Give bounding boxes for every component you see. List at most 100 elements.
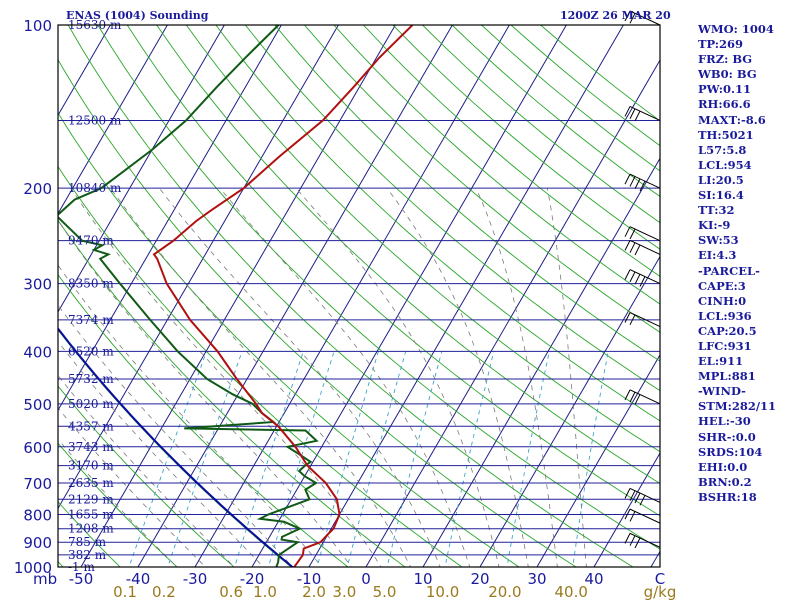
isotherm-line [80,25,396,567]
wind-barb-flag [629,535,636,546]
stat-item: L57:5.8 [698,142,747,157]
wind-barb-flag [629,176,636,187]
mixing-ratio-tick-label: 0.2 [152,583,176,600]
height-label: 4357 m [68,419,114,433]
dry-adiabat-line [156,25,660,484]
temperature-tick-label: -20 [240,570,265,588]
dry-adiabat-line [58,219,406,567]
dry-adiabat-line [58,274,349,567]
moist-adiabat-lines [58,187,587,567]
stat-item: KI:-9 [698,218,731,233]
wind-barb-flag [624,508,631,520]
pressure-tick-label: 100 [23,17,52,35]
mixing-ratio-line [316,351,379,567]
wind-barb [624,487,661,506]
temperature-trace [152,25,414,567]
pressure-tick-label: 1000 [14,559,52,577]
dry-adiabat-line [363,25,660,277]
wind-barb [624,532,661,549]
wind-barb-flag [629,511,636,522]
temperature-tick-label: 10 [413,570,432,588]
stat-item: LI:20.5 [698,172,744,187]
wind-barb-flag [629,391,636,403]
wind-barb-flag [624,488,631,499]
wind-barb-flag [639,495,646,506]
moist-adiabat-line [70,187,382,567]
dry-adiabat-line [58,385,235,567]
mixing-ratio-line [444,351,495,567]
dry-adiabat-line [67,25,634,567]
pressure-unit-label: mb [33,570,57,588]
mixing-ratio-unit-label: g/kg [644,583,677,600]
isobar-lines [58,24,660,568]
wind-barb-flag [634,394,641,405]
isotherm-line [0,13,60,579]
stat-item: EHI:0.0 [698,459,748,474]
wind-barb [624,105,661,122]
mixing-ratio-tick-label: 20.0 [488,583,521,600]
corner-unit-label: C [655,570,665,588]
isotherm-line [365,59,660,567]
mixing-ratio-line [234,351,304,567]
wind-barb-flag [624,533,631,544]
wind-barb-flag [639,180,646,192]
height-label: 9470 m [68,234,114,248]
wind-barb [624,173,661,192]
height-label: 10840 m [68,181,122,195]
dry-adiabat-line [126,25,660,517]
wind-barb-staff [629,105,661,121]
isotherm-line [308,25,624,567]
isotherm-line [137,25,453,567]
height-label: 2635 m [68,476,114,490]
moist-adiabat-line [58,264,323,567]
wind-barb-flag [629,314,636,326]
height-label: 382 m [68,548,107,562]
wind-barb-flag [634,492,641,504]
moist-adiabat-line [158,187,441,567]
wind-barb-flag [624,240,631,251]
dry-adiabat-lines [0,25,660,579]
height-label: 7374 m [68,313,114,327]
stat-item: SI:16.4 [698,188,744,203]
stat-item: BRN:0.2 [698,474,752,489]
stat-item: TP:269 [698,37,744,52]
stat-item: SHR-:0.0 [698,429,756,444]
dry-adiabat-line [215,25,660,422]
stat-item: LCL:936 [698,308,752,323]
wind-barb-flag [634,244,641,256]
temperature-tick-label: 40 [584,570,603,588]
wind-barb [624,239,661,256]
pressure-tick-label: 900 [23,534,52,552]
dry-adiabat-line [0,25,16,579]
mixing-ratio-lines [128,351,609,567]
stat-item: MPL:881 [698,369,756,384]
stat-item: MAXT:-8.6 [698,112,766,127]
stat-item: LCL:954 [698,157,752,172]
stat-item: SW:53 [698,233,739,248]
dry-adiabat-line [333,25,660,305]
dry-adiabat-line [58,112,520,567]
wind-barb-flag [629,490,636,501]
temperature-tick-label: -10 [297,570,322,588]
pressure-tick-label: 700 [23,475,52,493]
wind-barb [624,10,661,26]
mixing-ratio-line [506,351,550,567]
height-label: 5020 m [68,397,114,411]
wind-barb-flag [629,271,636,283]
dewpoint-trace [58,25,319,567]
temperature-tick-label: 30 [527,570,546,588]
moist-adiabat-line [58,374,235,567]
mixing-ratio-line [386,351,443,567]
chart-title: ENAS (1004) Sounding [66,9,209,22]
stat-item: SRDS:104 [698,444,763,459]
stats-panel: WMO: 1004 TP:269 FRZ: BG WB0: BG PW:0.11 RH:6… [698,22,798,505]
moist-adiabat-line [475,188,558,567]
mixing-ratio-tick-label: 5.0 [373,583,397,600]
height-label: 3743 m [68,440,114,454]
stat-item: -PARCEL- [698,263,760,278]
mixing-ratio-tick-label: 2.0 [302,583,326,600]
wind-barb-flag [624,269,631,280]
mixing-ratio-tick-label: 1.0 [253,583,277,600]
